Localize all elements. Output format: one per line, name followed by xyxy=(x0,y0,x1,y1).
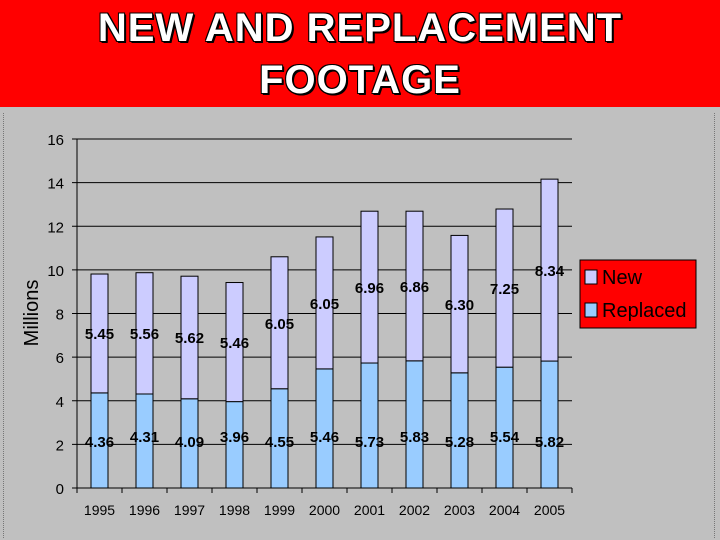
bar-new-2000 xyxy=(315,236,334,370)
data-label-new-1996: 5.56 xyxy=(130,326,159,343)
bar-replaced-2001 xyxy=(360,362,379,489)
data-label-replaced-1997: 4.09 xyxy=(175,434,204,451)
y-tick-label-3: 6 xyxy=(56,350,64,367)
x-tick-label-2002: 2002 xyxy=(399,502,430,518)
data-label-new-1997: 5.62 xyxy=(175,330,204,347)
data-label-replaced-1995: 4.36 xyxy=(85,434,114,451)
legend: New Replaced xyxy=(579,259,697,329)
data-label-new-2000: 6.05 xyxy=(310,296,339,313)
bars xyxy=(90,178,559,489)
x-tick-label-1999: 1999 xyxy=(264,502,295,518)
data-labels: 4.36 5.45 4.31 5.56 4.09 5.62 3.96 5.46 4.55 6.05… xyxy=(85,263,565,451)
bar-new-2001 xyxy=(360,210,379,364)
data-label-replaced-2000: 5.46 xyxy=(310,429,339,446)
x-tick-label-2005: 2005 xyxy=(534,502,565,518)
y-tick-label-7: 14 xyxy=(47,176,64,193)
legend-box xyxy=(579,259,697,329)
data-label-replaced-1999: 4.55 xyxy=(265,434,294,451)
x-tick-label-2003: 2003 xyxy=(444,502,475,518)
legend-label-replaced: Replaced xyxy=(602,300,687,322)
data-label-new-2002: 6.86 xyxy=(400,279,429,296)
legend-swatch-replaced xyxy=(584,302,598,318)
data-label-replaced-2002: 5.83 xyxy=(400,429,429,446)
bar-replaced-2003 xyxy=(450,372,469,489)
bar-new-1996 xyxy=(135,272,154,395)
bar-new-1995 xyxy=(90,273,109,394)
bar-new-2003 xyxy=(450,234,469,374)
legend-label-new: New xyxy=(602,267,643,289)
y-axis-label: Millions xyxy=(21,280,43,347)
y-tick-label-2: 4 xyxy=(56,394,64,411)
bar-replaced-2005 xyxy=(540,360,559,489)
bar-new-1997 xyxy=(180,275,199,400)
title-banner: NEW AND REPLACEMENT FOOTAGE xyxy=(0,0,720,107)
y-tick-label-4: 8 xyxy=(56,307,64,324)
data-label-replaced-2001: 5.73 xyxy=(355,434,384,451)
bar-new-1998 xyxy=(225,282,244,403)
plot-area-frame xyxy=(3,113,715,538)
data-label-replaced-2005: 5.82 xyxy=(535,434,564,451)
bar-new-1999 xyxy=(270,256,289,390)
data-label-new-1995: 5.45 xyxy=(85,326,114,343)
bar-replaced-2004 xyxy=(495,366,514,489)
y-tick-label-5: 10 xyxy=(47,263,64,280)
bar-replaced-2002 xyxy=(405,360,424,489)
x-tick-label-1995: 1995 xyxy=(84,502,115,518)
data-label-new-1999: 6.05 xyxy=(265,316,294,333)
data-label-new-2001: 6.96 xyxy=(355,280,384,297)
data-label-replaced-2003: 5.28 xyxy=(445,434,474,451)
x-tick-label-1996: 1996 xyxy=(129,502,160,518)
x-tick-label-1997: 1997 xyxy=(174,502,205,518)
y-tick-label-8: 16 xyxy=(47,132,64,149)
data-label-new-2003: 6.30 xyxy=(445,297,474,314)
bar-new-2004 xyxy=(495,208,514,368)
x-tick-labels: 1995 1996 1997 1998 1999 2000 2001 2002 2003 2004… xyxy=(84,502,565,518)
data-label-replaced-2004: 5.54 xyxy=(490,429,520,446)
x-tick-label-2004: 2004 xyxy=(489,502,520,518)
data-label-new-2005: 8.34 xyxy=(535,263,565,280)
y-tick-label-6: 12 xyxy=(47,219,64,236)
x-tick-label-2001: 2001 xyxy=(354,502,385,518)
bar-new-2002 xyxy=(405,210,424,362)
x-tick-label-2000: 2000 xyxy=(309,502,340,518)
y-tick-labels: 0 2 4 6 8 10 12 14 16 xyxy=(47,132,64,498)
data-label-new-2004: 7.25 xyxy=(490,281,519,298)
x-tick-label-1998: 1998 xyxy=(219,502,250,518)
data-label-replaced-1998: 3.96 xyxy=(220,429,249,446)
slide-title: NEW AND REPLACEMENT FOOTAGE xyxy=(0,2,720,106)
title-line-2: FOOTAGE xyxy=(259,58,461,102)
data-label-new-1998: 5.46 xyxy=(220,335,249,352)
y-tick-label-1: 2 xyxy=(56,437,64,454)
legend-swatch-new xyxy=(584,269,598,285)
bar-new-2005 xyxy=(540,178,559,362)
title-line-1: NEW AND REPLACEMENT xyxy=(97,6,623,50)
data-label-replaced-1996: 4.31 xyxy=(130,429,159,446)
y-tick-label-0: 0 xyxy=(56,481,64,498)
